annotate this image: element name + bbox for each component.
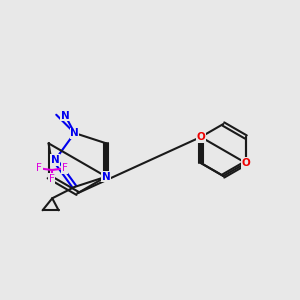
Text: F: F [49,174,55,184]
Text: O: O [196,132,205,142]
Text: N: N [102,172,111,182]
Text: O: O [242,158,250,168]
Text: F: F [36,163,42,173]
Text: N: N [70,128,79,138]
Text: N: N [61,111,70,121]
Text: N: N [51,155,59,165]
Text: F: F [61,163,68,173]
